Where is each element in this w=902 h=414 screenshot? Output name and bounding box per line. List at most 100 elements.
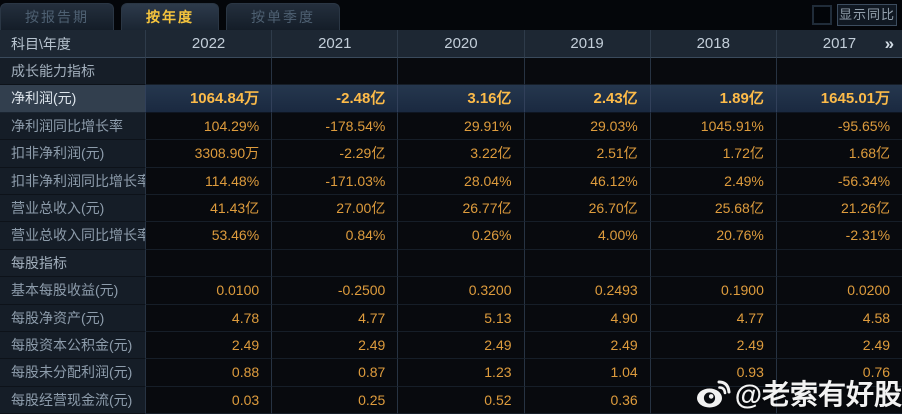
cell-value: -2.48亿 [271,85,398,113]
cell-value: 1.68亿 [775,140,902,168]
cell-value [271,249,398,278]
cell-value: 4.77 [271,304,398,332]
cell-value: 2.49 [397,331,524,360]
show-yoy-button[interactable]: 显示同比 [837,4,897,26]
cell-value: 26.70亿 [523,194,650,223]
table-row: 营业总收入(元) 41.43亿 27.00亿 26.77亿 26.70亿 25.68亿 21… [0,194,902,223]
cell-value: 2.49 [649,331,776,360]
table-row: 净利润(元) 1064.84万 -2.48亿 3.16亿 2.43亿 1.89亿 1645.… [0,85,902,113]
table-row: 每股净资产(元) 4.78 4.77 5.13 4.90 4.77 4.58 [0,304,902,332]
cell-value: 26.77亿 [397,194,524,223]
row-label: 每股指标 [0,249,145,278]
cell-value [775,249,902,278]
section-header-row: 每股指标 [0,249,902,278]
cell-value: 0.0200 [775,277,902,305]
cell-value: 0.2493 [523,277,650,305]
cell-value: 29.91% [397,112,524,141]
cell-value: 2.49 [145,331,272,360]
table-header-row: 科目\年度 2022 2021 2020 2019 2018 2017» [0,30,902,58]
cell-value [397,58,524,86]
table-row: 每股资本公积金(元) 2.49 2.49 2.49 2.49 2.49 2.49 [0,331,902,360]
cell-value: 0.84% [271,222,398,250]
tab-report-period[interactable]: 按报告期 [0,3,114,30]
row-label: 营业总收入同比增长率 [0,222,145,250]
cell-value [523,58,650,86]
cell-value: -178.54% [271,112,398,141]
tab-annual[interactable]: 按年度 [121,3,219,30]
table-row: 净利润同比增长率 104.29% -178.54% 29.91% 29.03% 1045.… [0,112,902,141]
column-header-year: 2019 [523,30,650,58]
row-label: 扣非净利润同比增长率 [0,167,145,195]
cell-value: 2.49 [775,331,902,360]
cell-value: 2.49 [523,331,650,360]
cell-value: 3308.90万 [145,140,272,168]
row-label: 基本每股收益(元) [0,277,145,305]
cell-value: -0.2500 [271,277,398,305]
row-label: 净利润同比增长率 [0,112,145,141]
table-row: 每股未分配利润(元) 0.88 0.87 1.23 1.04 0.93 0.76 [0,359,902,387]
section-header-row: 成长能力指标 [0,58,902,86]
cell-value: 3.22亿 [397,140,524,168]
cell-value: 46.12% [523,167,650,195]
cell-value: -171.03% [271,167,398,195]
cell-value: -56.34% [775,167,902,195]
column-header-year: 2021 [271,30,398,58]
cell-value: 0.26% [397,222,524,250]
cell-value: 1.89亿 [649,85,776,113]
cell-value: 0.0100 [145,277,272,305]
cell-value: 4.90 [523,304,650,332]
cell-value: 0.76 [775,359,902,387]
cell-value: 5.13 [397,304,524,332]
column-header-year: 2018 [649,30,776,58]
cell-value: 0.52 [397,386,524,414]
cell-value [271,58,398,86]
cell-value: 0.25 [271,386,398,414]
table-row: 扣非净利润同比增长率 114.48% -171.03% 28.04% 46.12% 2.4… [0,167,902,195]
cell-value: 104.29% [145,112,272,141]
cell-value: 41.43亿 [145,194,272,223]
cell-value: 20.76% [649,222,776,250]
corner-label: 科目\年度 [0,30,145,58]
financial-table: 科目\年度 2022 2021 2020 2019 2018 2017» 成长能力指标 净利润(… [0,30,902,414]
row-label: 扣非净利润(元) [0,140,145,168]
cell-value: 3.16亿 [397,85,524,113]
column-header-year: 2020 [397,30,524,58]
cell-value: 0.1900 [649,277,776,305]
cell-value: 0.87 [271,359,398,387]
show-yoy-checkbox[interactable] [812,5,832,25]
tab-single-quarter[interactable]: 按单季度 [226,3,340,30]
cell-value [523,249,650,278]
cell-value: 4.78 [145,304,272,332]
cell-value [649,249,776,278]
row-label: 净利润(元) [0,85,145,113]
cell-value [145,58,272,86]
row-label: 营业总收入(元) [0,194,145,223]
cell-value: 0.93 [649,359,776,387]
cell-value: 53.46% [145,222,272,250]
cell-value: 1.04 [523,359,650,387]
cell-value: 0.3200 [397,277,524,305]
cell-value [649,386,776,414]
cell-value: 114.48% [145,167,272,195]
cell-value: 1645.01万 [775,85,902,113]
cell-value: 0.03 [145,386,272,414]
cell-value: -95.65% [775,112,902,141]
cell-value: 27.00亿 [271,194,398,223]
cell-value: 1.72亿 [649,140,776,168]
table-row: 每股经营现金流(元) 0.03 0.25 0.52 0.36 [0,386,902,414]
row-label: 每股净资产(元) [0,304,145,332]
cell-value: 4.77 [649,304,776,332]
cell-value [775,58,902,86]
more-years-icon[interactable]: » [884,34,895,53]
row-label: 每股经营现金流(元) [0,386,145,414]
row-label: 每股未分配利润(元) [0,359,145,387]
cell-value: 2.51亿 [523,140,650,168]
cell-value [775,386,902,414]
cell-value: 2.49 [271,331,398,360]
cell-value: 1045.91% [649,112,776,141]
table-row: 营业总收入同比增长率 53.46% 0.84% 0.26% 4.00% 20.76% -2.… [0,222,902,250]
table-row: 基本每股收益(元) 0.0100 -0.2500 0.3200 0.2493 0.1900… [0,277,902,305]
column-header-year: 2017» [775,30,902,58]
cell-value: -2.29亿 [271,140,398,168]
